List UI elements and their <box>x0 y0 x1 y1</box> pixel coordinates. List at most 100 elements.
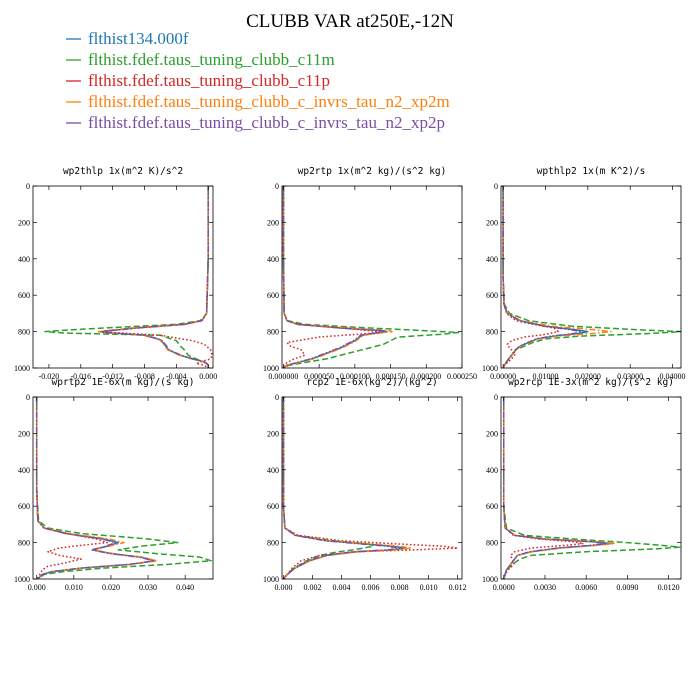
y-tick-label: 400 <box>18 255 30 264</box>
y-tick-label: 200 <box>267 429 279 438</box>
series-line-1 <box>99 186 209 368</box>
series-line-2 <box>44 186 209 368</box>
series-line-5 <box>502 186 583 368</box>
plot-frame <box>32 185 214 369</box>
x-tick-label: 0.006 <box>362 583 380 592</box>
series-group <box>44 186 213 368</box>
series-line-5 <box>503 397 608 579</box>
x-tick-label: 0.0030 <box>534 583 556 592</box>
panel-6: wp2rcp 1E-3x(m^2 kg)/(s^2 kg) 0 200 400 600 8… <box>482 377 682 592</box>
y-tick-label: 0 <box>275 393 279 402</box>
series-line-2 <box>35 397 212 579</box>
x-tick-label: 0.0090 <box>616 583 638 592</box>
panel-title: wp2rtp 1x(m^2 kg)/(s^2 kg) <box>298 166 447 177</box>
y-tick-label: 0 <box>26 182 30 191</box>
series-line-5 <box>282 186 386 368</box>
panel-title: rcp2 1E-6x(kg^2)/(kg^2) <box>306 377 438 388</box>
y-tick-label: 400 <box>486 255 498 264</box>
x-tick-label: 0.0120 <box>658 583 680 592</box>
y-tick-label: 200 <box>267 218 279 227</box>
x-tick-label: 0.002 <box>303 583 321 592</box>
x-tick-label: 0.040 <box>176 583 194 592</box>
legend: flthist134.000f flthist.fdef.taus_tuning_… <box>66 29 450 132</box>
y-tick-label: 0 <box>26 393 30 402</box>
series-line-1 <box>282 186 388 368</box>
y-tick-label: 800 <box>267 539 279 548</box>
series-line-3 <box>282 397 459 579</box>
x-tick-label: 0.000000 <box>268 372 298 381</box>
y-tick-label: 800 <box>486 328 498 337</box>
legend-label: flthist134.000f <box>88 29 189 48</box>
y-tick-label: 600 <box>486 291 498 300</box>
series-line-3 <box>102 186 213 368</box>
x-tick-label: -0.020 <box>39 372 60 381</box>
y-tick-label: 600 <box>267 502 279 511</box>
y-tick-label: 0 <box>494 393 498 402</box>
y-tick-label: 400 <box>267 255 279 264</box>
panel-3: wpthlp2 1x(m K^2)/s 0 200 400 600 800 10000.00… <box>482 166 686 381</box>
plot-frame <box>32 396 214 580</box>
series-line-5 <box>35 397 155 579</box>
series-line-3 <box>503 397 585 579</box>
series-line-4 <box>502 186 612 368</box>
x-tick-label: 0.000100 <box>340 372 370 381</box>
series-line-4 <box>97 186 209 368</box>
panel-grid: wp2thlp 1x(m^2 K)/s^2 0 200 400 600 800 1000 -0… <box>14 166 686 592</box>
x-tick-label: 0.000250 <box>447 372 477 381</box>
series-group <box>35 397 212 579</box>
x-tick-label: 0.000050 <box>304 372 334 381</box>
x-tick-label: 0.000 <box>199 372 217 381</box>
series-line-4 <box>282 186 393 368</box>
series-group <box>502 186 681 368</box>
y-tick-label: 1000 <box>263 364 279 373</box>
series-line-3 <box>282 186 381 368</box>
y-tick-label: 200 <box>18 429 30 438</box>
series-line-5 <box>101 186 209 368</box>
legend-item: flthist.fdef.taus_tuning_clubb_c11m <box>66 50 335 69</box>
series-line-1 <box>502 186 589 368</box>
legend-item: flthist.fdef.taus_tuning_clubb_c_invrs_t… <box>66 113 445 132</box>
y-tick-label: 600 <box>18 291 30 300</box>
panel-2: wp2rtp 1x(m^2 kg)/(s^2 kg) 0 200 400 600 800 1… <box>263 166 477 381</box>
panel-4: wprtp2 1E-6x(m kg)/(s kg) 0 200 400 600 800 10… <box>14 377 214 592</box>
y-tick-label: 1000 <box>14 364 30 373</box>
y-tick-label: 1000 <box>263 575 279 584</box>
x-tick-label: 0.008 <box>391 583 409 592</box>
y-tick-label: 1000 <box>14 575 30 584</box>
panel-1: wp2thlp 1x(m^2 K)/s^2 0 200 400 600 800 1000 -0… <box>14 166 217 381</box>
x-tick-label: 0.010 <box>420 583 438 592</box>
y-tick-label: 600 <box>486 502 498 511</box>
y-tick-label: 800 <box>267 328 279 337</box>
legend-label: flthist.fdef.taus_tuning_clubb_c_invrs_t… <box>88 113 445 132</box>
y-tick-label: 1000 <box>482 575 498 584</box>
x-tick-label: 0.04000 <box>660 372 686 381</box>
x-tick-label: 0.03000 <box>617 372 643 381</box>
x-tick-label: -0.004 <box>166 372 187 381</box>
series-line-2 <box>502 186 681 368</box>
x-tick-label: 0.010 <box>65 583 83 592</box>
series-group <box>503 397 681 579</box>
x-tick-label: 0.02000 <box>575 372 601 381</box>
y-tick-label: 600 <box>267 291 279 300</box>
panel-title: wpthlp2 1x(m K^2)/s <box>537 166 646 177</box>
x-tick-label: 0.000 <box>274 583 292 592</box>
series-group <box>282 186 460 368</box>
x-tick-label: 0.0000 <box>493 583 515 592</box>
x-tick-label: 0.012 <box>449 583 467 592</box>
series-group <box>282 397 459 579</box>
x-tick-label: 0.000200 <box>411 372 441 381</box>
figure-title: CLUBB VAR at250E,-12N <box>246 11 454 32</box>
plot-frame <box>500 185 682 369</box>
plot-frame <box>500 396 682 580</box>
y-tick-label: 800 <box>486 539 498 548</box>
x-tick-label: 0.00000 <box>490 372 516 381</box>
x-tick-label: 0.004 <box>333 583 351 592</box>
y-tick-label: 1000 <box>482 364 498 373</box>
x-tick-label: -0.012 <box>102 372 123 381</box>
legend-item: flthist.fdef.taus_tuning_clubb_c11p <box>66 71 330 90</box>
legend-label: flthist.fdef.taus_tuning_clubb_c11m <box>88 50 335 69</box>
y-tick-label: 200 <box>486 429 498 438</box>
x-tick-label: 0.000150 <box>376 372 406 381</box>
series-line-5 <box>282 397 401 579</box>
